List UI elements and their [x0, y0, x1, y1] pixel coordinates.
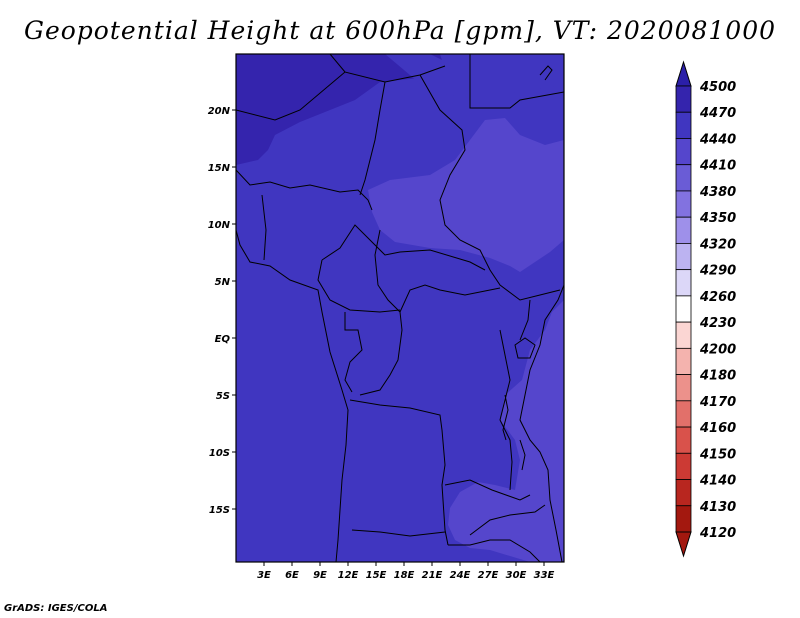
- lon-label-18e: 18E: [394, 570, 415, 581]
- border-south-1: [444, 479, 531, 501]
- colorbar-band-4: [675, 190, 692, 218]
- border-east-1: [499, 329, 513, 491]
- lat-label-5n: 5N: [215, 277, 231, 288]
- colorbar-label-4500: 4500: [699, 80, 736, 95]
- colorbar-band-12: [675, 400, 692, 428]
- border-west-5: [374, 229, 501, 313]
- longitude-axis: 3E 6E 9E 12E 15E 18E 21E 24E 27E 30E 33E: [257, 562, 555, 581]
- lon-label-15e: 15E: [366, 570, 387, 581]
- colorbar-band-15: [675, 479, 692, 507]
- lon-label-24e: 24E: [450, 570, 471, 581]
- border-north-5: [469, 54, 564, 109]
- lat-label-10s: 10S: [209, 448, 230, 459]
- lon-label-3e: 3E: [257, 570, 271, 581]
- colorbar-label-4160: 4160: [699, 421, 736, 436]
- colorbar-label-4320: 4320: [699, 237, 736, 252]
- border-east-2: [519, 299, 531, 341]
- lake-malawi: [519, 439, 526, 471]
- colorbar-band-11: [675, 374, 692, 402]
- colorbar: 4500 4470 4440 4410 4380 4350 4320 4290 4260 4230…: [675, 60, 736, 558]
- colorbar-band-1: [675, 111, 692, 139]
- colorbar-label-4470: 4470: [699, 106, 736, 121]
- colorbar-label-4230: 4230: [699, 316, 736, 331]
- border-west-4: [317, 259, 401, 313]
- border-north-2: [329, 54, 346, 73]
- colorbar-label-4130: 4130: [699, 500, 736, 515]
- colorbar-band-2: [675, 138, 692, 166]
- field-region-central-east-low: [368, 118, 564, 272]
- lat-label-eq: EQ: [215, 334, 231, 345]
- colorbar-band-14: [675, 452, 692, 480]
- lon-label-6e: 6E: [285, 570, 299, 581]
- colorbar-label-4410: 4410: [699, 159, 736, 174]
- lon-label-33e: 33E: [534, 570, 555, 581]
- colorbar-label-4380: 4380: [699, 185, 736, 200]
- lat-label-15n: 15N: [208, 163, 231, 174]
- coast-islands: [539, 65, 553, 81]
- latitude-axis: 20N 15N 10N 5N EQ 5S 10S 15S: [208, 106, 236, 516]
- lon-label-27e: 27E: [478, 570, 499, 581]
- border-north-3: [359, 81, 386, 196]
- lake-victoria: [514, 337, 536, 359]
- colorbar-band-9: [675, 321, 692, 349]
- lat-label-15s: 15S: [209, 505, 230, 516]
- colorbar-band-0: [675, 85, 692, 113]
- colorbar-label-4290: 4290: [699, 264, 736, 279]
- lon-label-9e: 9E: [313, 570, 327, 581]
- field-region-upper-north: [385, 54, 564, 98]
- colorbar-band-3: [675, 164, 692, 192]
- colorbar-top-arrow: [675, 60, 692, 87]
- colorbar-label-4150: 4150: [699, 447, 736, 462]
- lat-label-5s: 5S: [216, 391, 230, 402]
- colorbar-label-4140: 4140: [699, 474, 736, 489]
- colorbar-band-16: [675, 505, 692, 533]
- lake-tanganyika: [502, 394, 509, 441]
- colorbar-band-6: [675, 243, 692, 271]
- colorbar-label-4260: 4260: [699, 290, 736, 305]
- colorbar-label-4200: 4200: [699, 342, 736, 357]
- colorbar-band-8: [675, 295, 692, 323]
- country-borders: [236, 54, 564, 562]
- colorbar-label-4120: 4120: [699, 526, 736, 541]
- map-frame: [235, 53, 565, 563]
- colorbar-label-4440: 4440: [699, 132, 736, 147]
- border-south-3: [448, 539, 541, 562]
- border-west-2: [261, 194, 267, 261]
- field-region-north-band: [236, 54, 445, 165]
- colorbar-label-4180: 4180: [699, 369, 736, 384]
- border-north-4: [419, 74, 561, 301]
- border-west-3: [321, 224, 486, 271]
- colorbar-band-13: [675, 426, 692, 454]
- colorbar-band-7: [675, 269, 692, 297]
- lon-label-21e: 21E: [422, 570, 443, 581]
- colorbar-bottom-arrow: [675, 531, 692, 558]
- border-central-3: [349, 399, 449, 546]
- lon-label-30e: 30E: [506, 570, 527, 581]
- colorbar-label-4170: 4170: [699, 395, 736, 410]
- field-region-southeast-low: [448, 300, 564, 562]
- colorbar-band-10: [675, 347, 692, 375]
- grads-credit: GrADS: IGES/COLA: [4, 603, 108, 614]
- height-field: [236, 54, 564, 562]
- chart-title: Geopotential Height at 600hPa [gpm], VT:…: [23, 16, 777, 45]
- border-central-2: [359, 311, 403, 396]
- coastline-west: [236, 229, 349, 562]
- border-central-1: [344, 312, 363, 393]
- colorbar-label-4350: 4350: [699, 211, 736, 226]
- border-central-4: [351, 529, 446, 537]
- lon-label-12e: 12E: [338, 570, 359, 581]
- lat-label-20n: 20N: [208, 106, 231, 117]
- border-west-1: [236, 169, 373, 211]
- lat-label-10n: 10N: [208, 220, 231, 231]
- coastline-east: [519, 284, 564, 562]
- border-south-2: [469, 504, 546, 536]
- colorbar-band-5: [675, 216, 692, 244]
